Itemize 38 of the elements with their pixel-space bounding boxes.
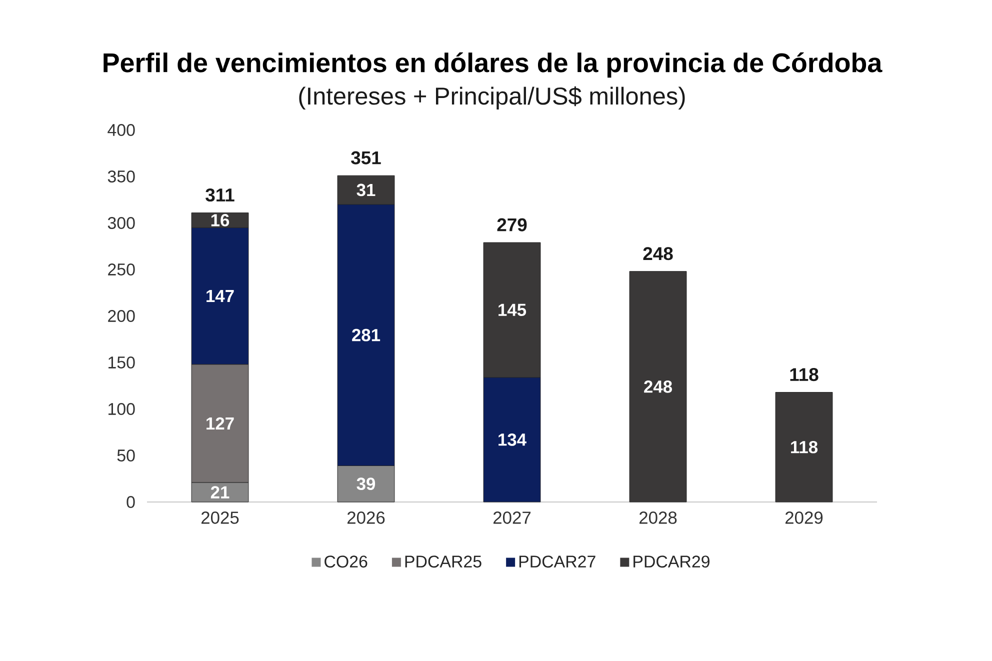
data-label: 127	[206, 417, 234, 430]
y-tick-label: 250	[108, 264, 135, 276]
legend-label: PDCAR29	[634, 556, 710, 568]
data-label: 281	[352, 328, 380, 342]
data-label: 39	[356, 478, 376, 490]
data-label: 134	[498, 434, 526, 446]
y-tick-label: 150	[108, 356, 135, 368]
y-tick-label: 300	[108, 217, 135, 229]
data-label: 248	[644, 380, 672, 393]
data-label: 31	[356, 184, 376, 196]
x-tick-label: 2028	[639, 512, 677, 524]
y-tick-label: 50	[117, 450, 135, 462]
x-tick-label: 2026	[347, 512, 385, 524]
total-label: 351	[351, 151, 381, 164]
legend-label: PDCAR25	[405, 556, 482, 568]
bar	[775, 392, 833, 502]
x-tick-label: 2025	[201, 512, 239, 524]
y-tick-label: 200	[108, 310, 135, 322]
y-tick-label: 100	[108, 403, 135, 415]
data-label: 16	[211, 214, 230, 226]
data-label: 145	[498, 304, 526, 316]
legend-label: CO26	[324, 556, 368, 568]
chart-title: Perfil de vencimientos en dólares de la provincia de Córdoba	[104, 52, 882, 78]
y-tick-label: 0	[126, 496, 135, 508]
chart-subtitle: (Intereses + Principal/US$ millones)	[299, 86, 685, 110]
total-label: 248	[643, 247, 673, 260]
data-label: 118	[791, 440, 818, 454]
total-label: 311	[206, 188, 234, 202]
data-label: 21	[210, 486, 230, 498]
legend-label: PDCAR27	[519, 556, 596, 568]
data-label: 147	[206, 290, 234, 302]
y-tick-label: 400	[108, 124, 135, 136]
bar	[629, 271, 687, 502]
total-label: 118	[790, 368, 818, 382]
x-tick-label: 2029	[785, 512, 823, 524]
total-label: 279	[497, 218, 527, 232]
y-tick-label: 350	[108, 170, 135, 182]
x-tick-label: 2027	[493, 512, 531, 524]
